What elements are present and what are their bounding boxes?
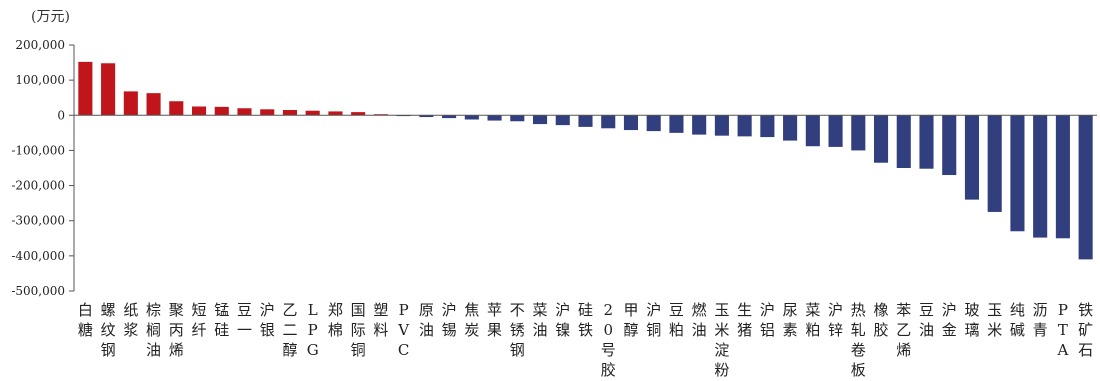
bar (783, 115, 798, 141)
x-category-label: 螺纹钢 (101, 301, 116, 359)
y-tick-label: 100,000 (15, 73, 65, 87)
bar (328, 111, 343, 116)
bar (1033, 115, 1048, 238)
bar (555, 115, 570, 126)
x-category-label: 沪金 (942, 301, 957, 339)
x-category-label: 玻璃 (964, 301, 979, 339)
bar (692, 115, 707, 135)
x-category-label: 短纤 (192, 301, 207, 339)
bar (214, 106, 229, 116)
x-category-label: 锰硅 (214, 301, 229, 339)
bar (919, 115, 934, 169)
y-tick-label: -100,000 (11, 143, 65, 157)
bar (442, 115, 457, 119)
x-category-label: 豆油 (919, 301, 934, 339)
x-category-label: 热轧卷板 (851, 301, 866, 379)
bar (1078, 115, 1093, 260)
x-category-label: 硅铁 (578, 301, 593, 339)
x-category-label: 豆粕 (669, 301, 684, 339)
bar (532, 115, 548, 125)
bar (1010, 115, 1025, 232)
bar (578, 115, 593, 127)
y-tick-label: 0 (57, 108, 65, 122)
bar (373, 114, 388, 116)
x-category-label: 原油 (419, 301, 434, 339)
bar (123, 91, 138, 116)
bar (487, 115, 502, 121)
bar (78, 61, 93, 116)
x-category-label: 沪银 (260, 301, 275, 339)
x-category-label: 沪镍 (555, 301, 570, 339)
x-category-label: 尿素 (783, 301, 798, 339)
bar (464, 115, 479, 120)
bar (419, 115, 434, 118)
x-category-label: 沪铝 (760, 301, 775, 339)
bar (146, 93, 161, 116)
bar (101, 63, 116, 116)
x-category-label: 生猪 (737, 301, 752, 339)
x-category-label: 玉米淀粉 (714, 301, 729, 379)
x-category-label: 沪铜 (646, 301, 661, 339)
x-category-label: 乙二醇 (282, 301, 297, 359)
bar (351, 112, 366, 116)
bar (510, 115, 525, 122)
x-category-label: 铁矿石 (1078, 301, 1093, 359)
bar (1055, 115, 1070, 239)
x-category-label: 苹果 (487, 301, 502, 339)
x-category-label: 豆一 (237, 301, 252, 339)
x-category-label: 纯碱 (1010, 301, 1025, 339)
bar (964, 115, 980, 200)
y-tick-label: -500,000 (11, 284, 65, 298)
bar (237, 108, 252, 116)
x-category-label: 白糖 (78, 301, 93, 339)
y-tick-label: -200,000 (11, 179, 65, 193)
x-category-label: 甲醇 (623, 301, 638, 339)
bar (191, 106, 207, 116)
bar (282, 110, 298, 116)
bar (987, 115, 1002, 212)
bar (169, 101, 184, 116)
y-tick-label: -400,000 (11, 249, 65, 263)
bar (851, 115, 866, 151)
bar (942, 115, 957, 176)
x-category-label: 纸浆 (123, 301, 138, 339)
bar (646, 115, 661, 132)
x-category-label: 沪锡 (442, 301, 457, 339)
bar (737, 115, 752, 137)
x-category-label: 棕榈油 (146, 301, 161, 359)
x-category-label: 聚丙烯 (169, 301, 184, 359)
bar (260, 109, 275, 116)
x-category-label: 郑棉 (328, 301, 343, 339)
bar (623, 115, 639, 131)
x-category-label: 玉米 (987, 301, 1002, 339)
x-category-label: 2 0 号胶 (601, 301, 616, 379)
x-category-label: 不锈钢 (510, 301, 525, 359)
y-axis-unit-label: (万元) (31, 9, 70, 25)
x-category-label: 苯乙烯 (896, 301, 911, 359)
bar (896, 115, 911, 168)
x-category-label: 塑料 (373, 301, 388, 339)
x-category-label: 菜粕 (805, 301, 820, 339)
bar (601, 115, 616, 129)
bar (669, 115, 684, 133)
bar (805, 115, 820, 147)
x-category-label: 焦炭 (464, 301, 479, 339)
y-tick-label: -300,000 (11, 214, 65, 228)
x-category-label: 沥青 (1033, 301, 1048, 339)
bar (873, 115, 889, 163)
y-tick-label: 200,000 (15, 38, 65, 52)
bar (828, 115, 843, 147)
x-category-label: 菜油 (533, 301, 548, 339)
bar (305, 110, 320, 116)
x-category-label: 沪锌 (828, 301, 843, 339)
x-category-label: 燃油 (692, 301, 707, 339)
x-category-label: 橡胶 (874, 301, 889, 339)
bar (760, 115, 775, 138)
x-category-label: 国际铜 (351, 301, 366, 359)
bar (714, 115, 729, 136)
